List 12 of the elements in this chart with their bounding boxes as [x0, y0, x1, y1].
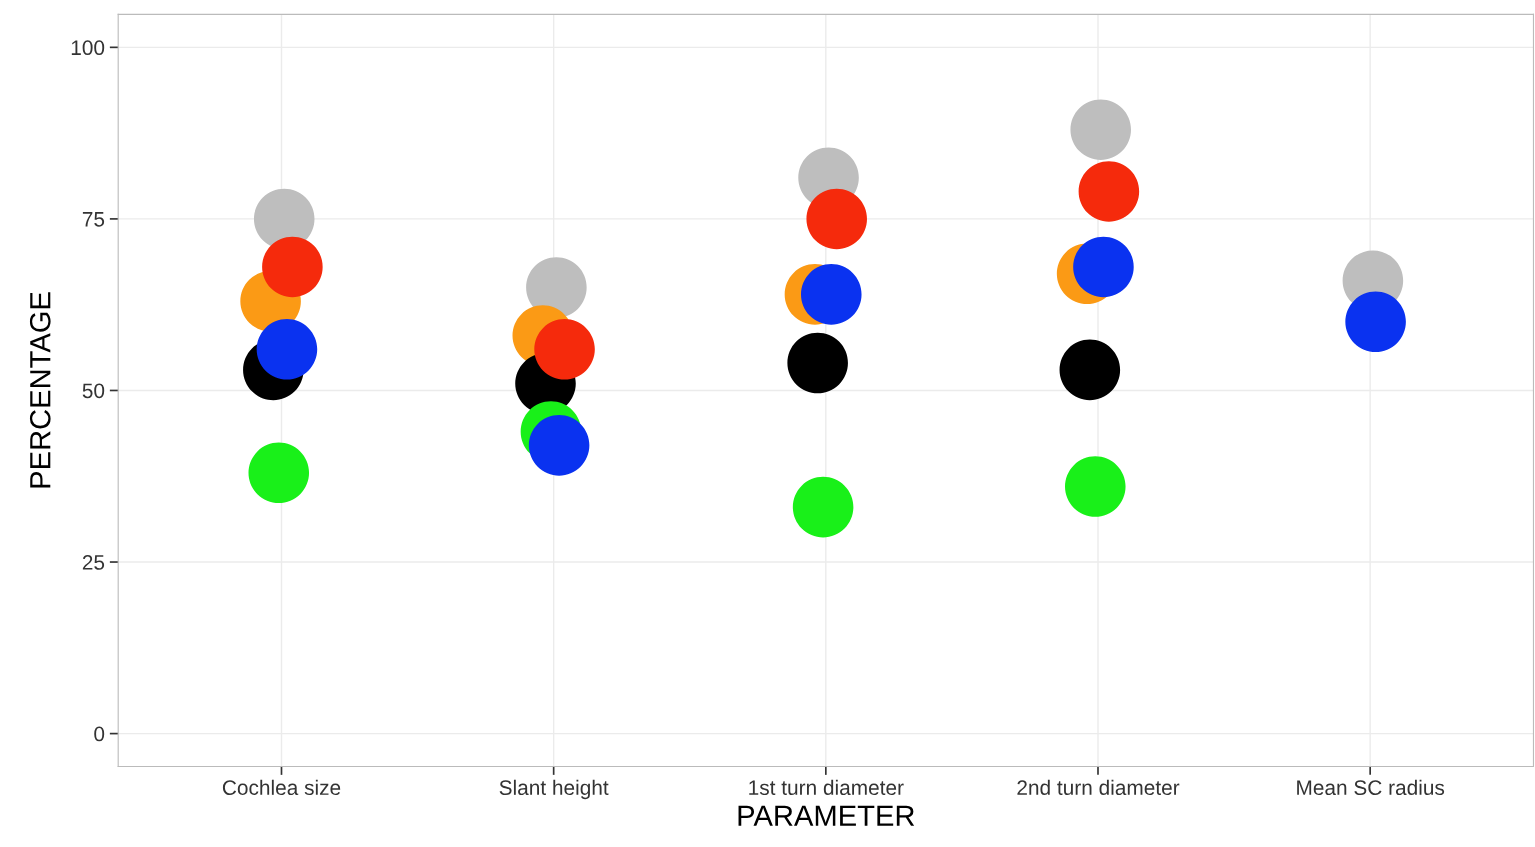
y-tick-label: 50	[82, 383, 105, 399]
x-tick-label: Slant height	[499, 779, 609, 800]
x-tick-label: 1st turn diameter	[749, 779, 904, 796]
y-tick-label: 75	[82, 212, 105, 227]
x-tick-label: Mean SC radius	[1297, 779, 1445, 796]
y-axis-title: PERCENTAGE	[29, 292, 51, 488]
x-tick-label: Cochlea size	[222, 779, 341, 796]
x-tick-label: 2nd turn diameter	[1017, 779, 1180, 796]
y-tick-label: 25	[82, 555, 105, 570]
x-axis-title: PARAMETER	[738, 805, 915, 826]
y-tick-label: 100	[71, 40, 105, 56]
y-tick-label: 0	[94, 726, 105, 742]
